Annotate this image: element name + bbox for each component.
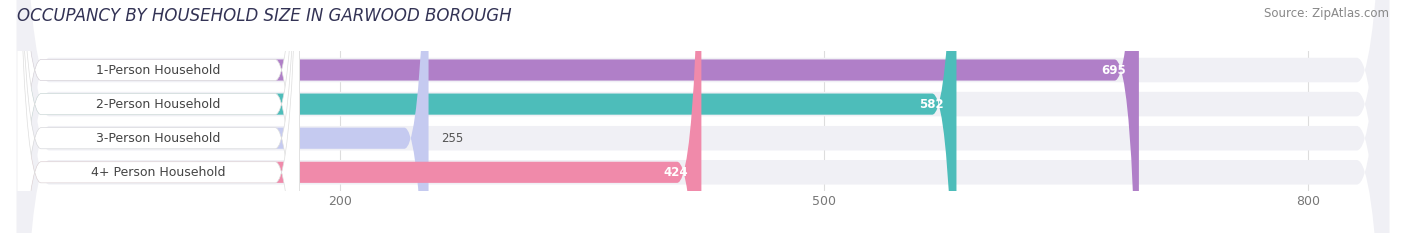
FancyBboxPatch shape: [17, 0, 702, 233]
FancyBboxPatch shape: [17, 0, 1389, 233]
FancyBboxPatch shape: [17, 0, 1389, 233]
FancyBboxPatch shape: [17, 0, 956, 233]
FancyBboxPatch shape: [17, 0, 299, 233]
Text: 695: 695: [1101, 64, 1126, 76]
Text: 424: 424: [664, 166, 689, 179]
FancyBboxPatch shape: [17, 0, 299, 233]
Text: Source: ZipAtlas.com: Source: ZipAtlas.com: [1264, 7, 1389, 20]
Text: 255: 255: [441, 132, 464, 145]
FancyBboxPatch shape: [17, 0, 299, 233]
FancyBboxPatch shape: [17, 0, 1389, 233]
Text: OCCUPANCY BY HOUSEHOLD SIZE IN GARWOOD BOROUGH: OCCUPANCY BY HOUSEHOLD SIZE IN GARWOOD B…: [17, 7, 512, 25]
FancyBboxPatch shape: [17, 0, 1389, 233]
FancyBboxPatch shape: [17, 0, 429, 233]
FancyBboxPatch shape: [17, 0, 1139, 233]
Text: 4+ Person Household: 4+ Person Household: [91, 166, 225, 179]
Text: 3-Person Household: 3-Person Household: [96, 132, 221, 145]
Text: 2-Person Household: 2-Person Household: [96, 98, 221, 111]
Text: 582: 582: [920, 98, 943, 111]
Text: 1-Person Household: 1-Person Household: [96, 64, 221, 76]
FancyBboxPatch shape: [17, 0, 299, 233]
